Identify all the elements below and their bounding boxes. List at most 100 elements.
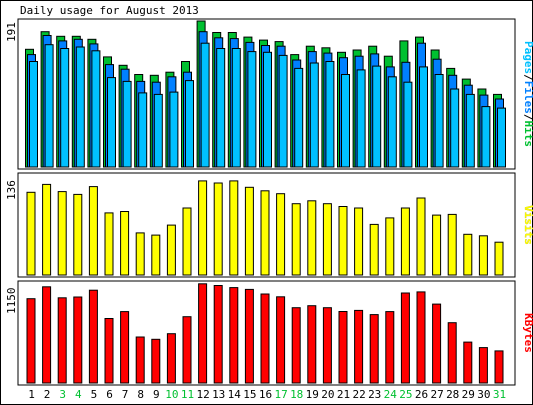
legend-hits: Hits bbox=[522, 121, 533, 148]
kbytes-bar-day-20 bbox=[322, 307, 332, 384]
kbytes-bar-day-13 bbox=[213, 285, 223, 384]
day-label-19: 19 bbox=[306, 388, 319, 401]
panel-top-ymax-label: 191 bbox=[5, 22, 18, 42]
visits-bar-day-22 bbox=[354, 207, 364, 276]
pages-bar-day-23 bbox=[372, 65, 382, 168]
pages-bar-day-14 bbox=[231, 48, 241, 168]
kbytes-bar-day-14 bbox=[229, 287, 239, 384]
kbytes-bar-day-22 bbox=[354, 309, 364, 384]
pages-bar-day-4 bbox=[75, 46, 85, 168]
pages-bar-day-31 bbox=[497, 107, 506, 168]
kbytes-bar-day-25 bbox=[400, 292, 410, 384]
day-label-30: 30 bbox=[477, 388, 490, 401]
legend-pages: Pages bbox=[522, 41, 533, 74]
kbytes-bar-day-30 bbox=[478, 347, 488, 384]
day-label-15: 15 bbox=[243, 388, 256, 401]
kbytes-bar-day-11 bbox=[182, 316, 192, 384]
visits-bar-day-28 bbox=[447, 213, 457, 276]
kbytes-bar-day-2 bbox=[42, 286, 52, 384]
panel-bottom-frame bbox=[17, 280, 516, 386]
pages-bar-day-18 bbox=[294, 67, 304, 168]
kbytes-bar-day-12 bbox=[198, 283, 208, 384]
pages-bar-day-19 bbox=[309, 62, 319, 168]
visits-bar-day-29 bbox=[463, 233, 473, 276]
pages-bar-day-5 bbox=[91, 50, 101, 168]
visits-bar-day-11 bbox=[182, 207, 192, 276]
pages-bar-day-30 bbox=[481, 106, 491, 168]
kbytes-bar-day-6 bbox=[104, 318, 114, 384]
panel-top-legend: Pages/Files/Hits bbox=[522, 41, 533, 147]
pages-bar-day-22 bbox=[356, 69, 366, 168]
day-label-3: 3 bbox=[59, 388, 66, 401]
panel-middle: 136 Visits bbox=[5, 172, 533, 278]
day-label-1: 1 bbox=[28, 388, 35, 401]
panel-bottom-ymax-label: 1150 bbox=[5, 288, 18, 315]
kbytes-bar-day-19 bbox=[307, 305, 317, 384]
visits-bar-day-6 bbox=[104, 212, 114, 276]
x-axis-day-labels: 1 2 3 4 5 6 7 8 9 10 11 12 13 14 15 16 17 18 19 20 21 22 23 24 2… bbox=[28, 388, 506, 401]
pages-bar-day-11 bbox=[185, 80, 194, 168]
pages-bar-day-13 bbox=[216, 48, 226, 168]
kbytes-bar-day-21 bbox=[338, 311, 348, 384]
pages-bar-day-17 bbox=[278, 54, 288, 168]
day-label-13: 13 bbox=[212, 388, 225, 401]
pages-bar-day-3 bbox=[60, 48, 70, 168]
kbytes-bar-day-9 bbox=[151, 338, 161, 384]
panel-middle-frame bbox=[17, 172, 516, 278]
day-label-28: 28 bbox=[446, 388, 459, 401]
kbytes-bar-day-10 bbox=[166, 333, 176, 384]
day-label-21: 21 bbox=[337, 388, 350, 401]
panel-top-legend-text: Pages/Files/Hits bbox=[522, 41, 533, 147]
visits-bar-day-8 bbox=[135, 232, 145, 276]
legend-separator: / bbox=[522, 74, 533, 81]
day-label-9: 9 bbox=[153, 388, 160, 401]
kbytes-bar-day-27 bbox=[432, 303, 442, 384]
visits-bar-day-21 bbox=[338, 206, 348, 276]
pages-bar-day-25 bbox=[403, 81, 413, 168]
pages-bar-day-1 bbox=[29, 61, 38, 168]
panel-bottom-bars bbox=[26, 283, 504, 384]
kbytes-bar-day-5 bbox=[88, 289, 98, 384]
day-label-6: 6 bbox=[106, 388, 113, 401]
panel-top-frame bbox=[17, 18, 516, 170]
kbytes-bar-day-4 bbox=[73, 296, 83, 384]
visits-bar-day-20 bbox=[322, 203, 332, 276]
pages-bar-day-10 bbox=[169, 91, 179, 168]
visits-bar-day-10 bbox=[166, 224, 176, 276]
visits-bar-day-24 bbox=[385, 217, 395, 276]
day-label-2: 2 bbox=[44, 388, 51, 401]
kbytes-bar-day-3 bbox=[57, 297, 67, 384]
pages-bar-day-20 bbox=[325, 61, 335, 168]
visits-bar-day-13 bbox=[213, 182, 223, 276]
visits-bar-day-26 bbox=[416, 197, 426, 276]
day-label-8: 8 bbox=[137, 388, 144, 401]
visits-bar-day-3 bbox=[57, 191, 67, 276]
visits-bar-day-1 bbox=[26, 191, 36, 276]
kbytes-bar-day-16 bbox=[260, 293, 270, 384]
pages-bar-day-24 bbox=[387, 76, 397, 168]
day-label-25: 25 bbox=[399, 388, 412, 401]
panel-bottom: 1150 KBytes bbox=[5, 280, 533, 386]
pages-bar-day-7 bbox=[122, 80, 132, 168]
kbytes-bar-day-24 bbox=[385, 311, 395, 384]
legend-files: Files bbox=[522, 81, 533, 114]
day-label-22: 22 bbox=[352, 388, 365, 401]
pages-bar-day-12 bbox=[200, 42, 210, 168]
visits-bar-day-30 bbox=[478, 235, 488, 276]
day-label-17: 17 bbox=[274, 388, 287, 401]
legend-separator: / bbox=[522, 114, 533, 121]
kbytes-bar-day-15 bbox=[244, 288, 254, 384]
pages-bar-day-15 bbox=[247, 51, 257, 168]
visits-bar-day-17 bbox=[276, 193, 286, 276]
day-label-12: 12 bbox=[196, 388, 209, 401]
pages-bar-day-28 bbox=[450, 88, 460, 168]
day-label-23: 23 bbox=[368, 388, 381, 401]
kbytes-bar-day-18 bbox=[291, 307, 301, 384]
visits-bar-day-27 bbox=[432, 214, 442, 276]
kbytes-bar-day-26 bbox=[416, 291, 426, 384]
visits-bar-day-5 bbox=[88, 186, 98, 276]
visits-bar-day-16 bbox=[260, 190, 270, 276]
pages-bar-day-16 bbox=[263, 51, 272, 168]
visits-bar-day-15 bbox=[244, 186, 254, 276]
